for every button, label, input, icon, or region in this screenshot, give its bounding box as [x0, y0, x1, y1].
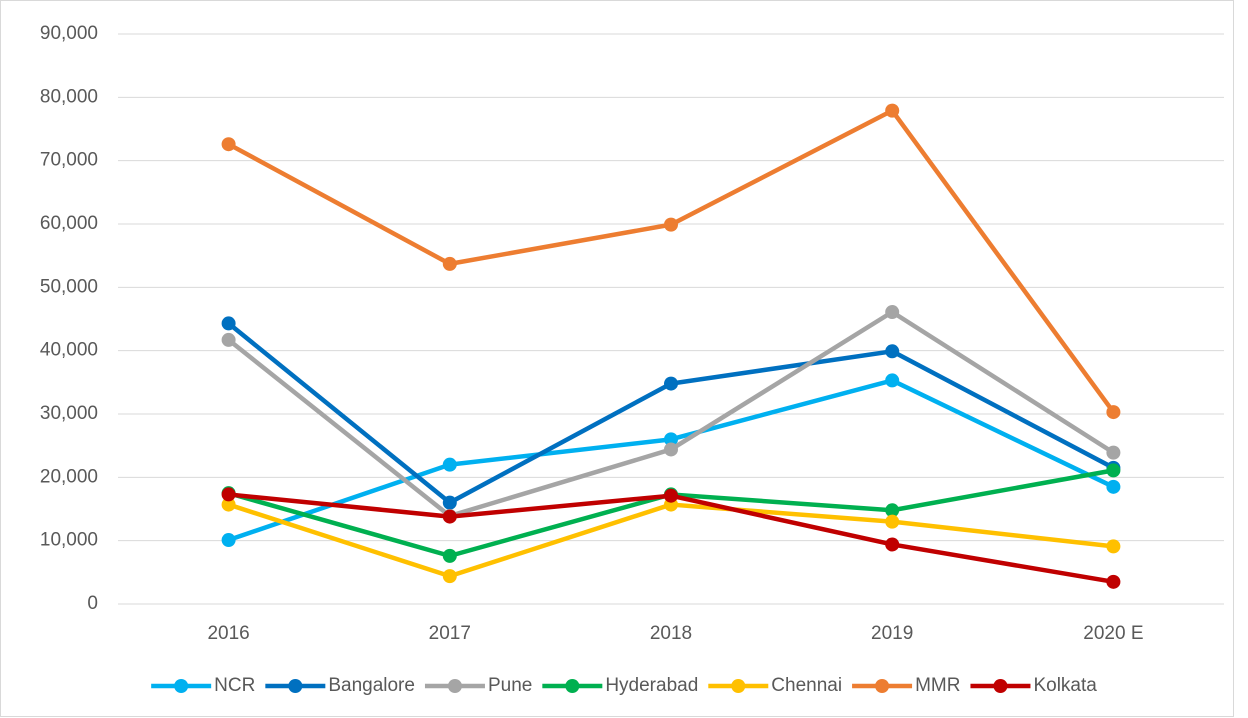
y-tick-label: 20,000: [40, 466, 98, 487]
data-point: [221, 137, 236, 152]
x-tick-label: 2018: [650, 623, 692, 644]
legend-item: Chennai: [708, 675, 842, 696]
legend-item: Hyderabad: [542, 675, 698, 696]
data-point: [442, 509, 457, 524]
y-tick-label: 80,000: [40, 86, 98, 107]
data-point: [885, 514, 900, 529]
x-tick-label: 2017: [429, 623, 471, 644]
x-tick-label: 2016: [207, 623, 249, 644]
legend-marker: [565, 679, 580, 693]
y-tick-label: 40,000: [40, 340, 98, 361]
data-point: [664, 488, 678, 503]
data-point: [1106, 445, 1121, 460]
data-point: [221, 497, 236, 512]
data-point: [885, 344, 900, 359]
data-point: [221, 533, 236, 548]
data-point: [1106, 405, 1121, 420]
y-tick-label: 90,000: [40, 23, 98, 44]
data-point: [221, 332, 236, 347]
legend-marker: [288, 679, 303, 693]
data-point: [1106, 479, 1121, 494]
data-point: [442, 548, 457, 563]
legend-label: Hyderabad: [605, 675, 698, 696]
y-tick-label: 50,000: [40, 276, 98, 297]
y-tick-label: 10,000: [40, 530, 98, 551]
data-point: [442, 569, 457, 584]
data-point: [885, 103, 900, 118]
data-point: [1106, 574, 1121, 589]
data-point: [221, 487, 236, 502]
legend-label: Chennai: [771, 675, 842, 696]
legend-label: Kolkata: [1033, 675, 1097, 696]
data-point: [221, 316, 236, 331]
data-point: [442, 457, 457, 472]
data-point: [664, 217, 678, 232]
y-tick-label: 60,000: [40, 213, 98, 234]
data-point: [664, 376, 678, 391]
legend-marker: [447, 679, 462, 693]
legend-item: Bangalore: [265, 675, 415, 696]
legend-label: Bangalore: [328, 675, 415, 696]
data-point: [885, 373, 900, 388]
legend-marker: [993, 679, 1008, 693]
x-tick-label: 2020 E: [1083, 623, 1143, 644]
legend-marker: [731, 679, 746, 693]
y-tick-label: 70,000: [40, 150, 98, 171]
data-point: [885, 503, 900, 518]
legend-label: MMR: [915, 675, 960, 696]
legend-marker: [174, 679, 189, 693]
data-point: [1106, 539, 1121, 554]
legend-item: Pune: [424, 675, 532, 696]
data-point: [885, 537, 900, 552]
legend-item: Kolkata: [970, 675, 1097, 696]
legend-item: NCR: [151, 675, 255, 696]
y-tick-label: 30,000: [40, 403, 98, 424]
x-tick-label: 2019: [871, 623, 913, 644]
legend-label: NCR: [214, 675, 255, 696]
data-point: [885, 305, 900, 320]
legend-item: MMR: [852, 675, 960, 696]
data-point: [664, 442, 678, 457]
y-tick-label: 0: [87, 593, 98, 614]
legend-marker: [875, 679, 890, 693]
legend-label: Pune: [488, 675, 532, 696]
data-point: [442, 495, 457, 510]
data-point: [664, 432, 678, 447]
data-point: [442, 256, 457, 271]
data-point: [1106, 463, 1121, 478]
